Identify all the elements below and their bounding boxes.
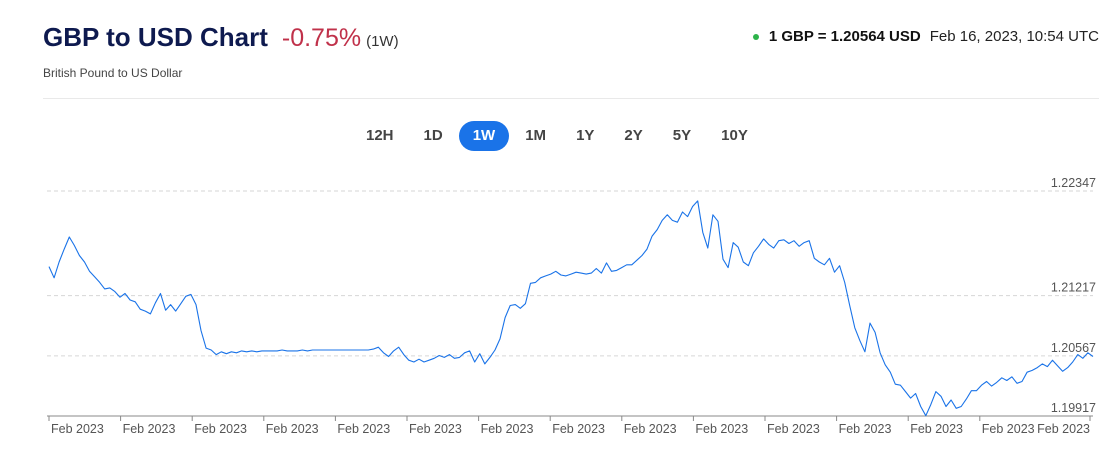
- x-tick-label: Feb 2023: [695, 422, 748, 436]
- y-tick-label: 1.20567: [1051, 341, 1096, 355]
- range-button-1m[interactable]: 1M: [525, 127, 547, 144]
- range-selector: 12H 1D 1W 1M 1Y 2Y 5Y 10Y: [352, 121, 764, 151]
- range-button-12h[interactable]: 12H: [366, 127, 394, 144]
- chart-title-row: GBP to USD Chart -0.75% (1W): [43, 22, 399, 53]
- range-button-10y[interactable]: 10Y: [721, 127, 748, 144]
- rate-value: 1 GBP = 1.20564 USD: [768, 28, 921, 45]
- x-tick-label: Feb 2023: [982, 422, 1035, 436]
- page-subtitle: British Pound to US Dollar: [43, 66, 183, 80]
- x-tick-label: Feb 2023: [194, 422, 247, 436]
- x-tick-label: Feb 2023: [266, 422, 319, 436]
- x-tick-label: Feb 2023: [1037, 422, 1090, 436]
- range-button-2y[interactable]: 2Y: [624, 127, 643, 144]
- x-tick-label: Feb 2023: [624, 422, 677, 436]
- x-tick-label: Feb 2023: [839, 422, 892, 436]
- x-tick-label: Feb 2023: [767, 422, 820, 436]
- x-tick-label: Feb 2023: [552, 422, 605, 436]
- range-button-1d[interactable]: 1D: [423, 127, 443, 144]
- live-dot-icon: [752, 33, 759, 40]
- page-title: GBP to USD Chart: [43, 22, 268, 52]
- x-tick-label: Feb 2023: [481, 422, 534, 436]
- header-divider: [43, 98, 1099, 99]
- live-rate: 1 GBP = 1.20564 USD Feb 16, 2023, 10:54 …: [752, 28, 1099, 45]
- x-tick-label: Feb 2023: [337, 422, 390, 436]
- change-percent: -0.75%: [281, 24, 362, 52]
- range-button-1w[interactable]: 1W: [458, 121, 510, 151]
- y-tick-label: 1.22347: [1051, 176, 1096, 190]
- y-tick-label: 1.19917: [1051, 401, 1096, 415]
- rate-timestamp: Feb 16, 2023, 10:54 UTC: [929, 28, 1099, 45]
- change-period: (1W): [366, 33, 399, 50]
- x-tick-label: Feb 2023: [123, 422, 176, 436]
- series-line-0: [48, 200, 1094, 417]
- range-button-1y[interactable]: 1Y: [576, 127, 595, 144]
- x-tick-label: Feb 2023: [51, 422, 104, 436]
- x-tick-label: Feb 2023: [910, 422, 963, 436]
- y-tick-label: 1.21217: [1051, 281, 1096, 295]
- x-tick-label: Feb 2023: [409, 422, 462, 436]
- range-button-5y[interactable]: 5Y: [672, 127, 692, 144]
